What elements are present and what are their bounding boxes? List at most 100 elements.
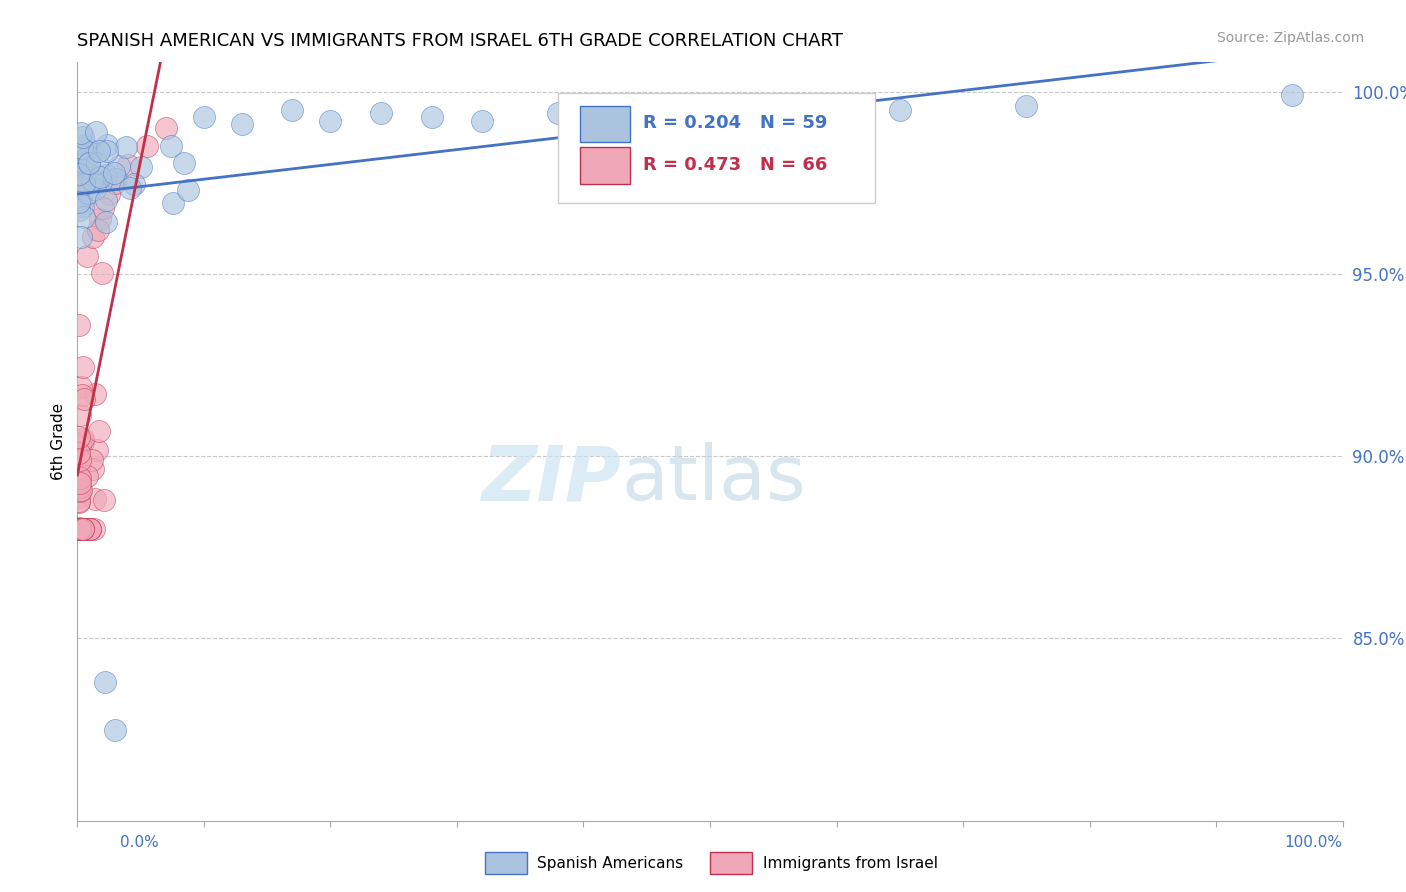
Point <box>86 443 108 458</box>
Point <box>73 522 96 536</box>
Point <box>69 452 91 467</box>
Point <box>67 474 90 488</box>
Point <box>67 494 90 508</box>
Point <box>117 157 139 171</box>
Point <box>72 186 94 201</box>
Point <box>77 156 100 170</box>
Point <box>83 522 105 536</box>
Point <box>69 522 91 536</box>
Point <box>84 182 107 196</box>
Point <box>67 461 90 475</box>
Point <box>69 475 91 490</box>
Point <box>69 126 91 140</box>
Point <box>69 522 91 536</box>
Point <box>96 215 118 229</box>
Point <box>73 156 96 170</box>
Text: Source: ZipAtlas.com: Source: ZipAtlas.com <box>1216 31 1364 45</box>
FancyBboxPatch shape <box>558 93 875 202</box>
Point <box>67 522 90 536</box>
Point <box>77 186 100 201</box>
Point <box>72 522 94 536</box>
Point <box>162 196 184 211</box>
Point <box>69 408 91 422</box>
Point <box>79 522 101 536</box>
Point <box>67 202 90 217</box>
Point <box>370 106 392 120</box>
Point <box>89 212 111 227</box>
Point <box>105 172 128 186</box>
Point <box>115 140 138 154</box>
Point <box>636 103 658 117</box>
Point <box>69 483 91 498</box>
Point <box>73 137 96 152</box>
Point <box>67 522 90 536</box>
Point <box>108 160 131 174</box>
Text: 0.0%: 0.0% <box>120 836 159 850</box>
Point <box>79 522 101 536</box>
Point <box>87 424 110 438</box>
Point <box>67 145 90 160</box>
Bar <box>579 105 630 142</box>
Text: atlas: atlas <box>621 442 806 516</box>
Point <box>67 470 90 484</box>
Text: Immigrants from Israel: Immigrants from Israel <box>763 856 938 871</box>
Point <box>77 522 100 536</box>
Point <box>94 675 117 690</box>
Point <box>90 175 112 189</box>
Point <box>79 522 101 536</box>
Point <box>67 195 90 210</box>
Point <box>122 177 145 191</box>
Point <box>160 139 183 153</box>
Text: Spanish Americans: Spanish Americans <box>537 856 683 871</box>
Text: SPANISH AMERICAN VS IMMIGRANTS FROM ISRAEL 6TH GRADE CORRELATION CHART: SPANISH AMERICAN VS IMMIGRANTS FROM ISRA… <box>77 32 844 50</box>
Point <box>86 223 108 237</box>
Point <box>67 494 90 508</box>
Point <box>319 113 342 128</box>
Point <box>79 522 101 536</box>
Point <box>98 186 120 201</box>
Point <box>69 438 91 452</box>
Point <box>96 138 118 153</box>
Point <box>80 172 103 186</box>
Point <box>76 165 98 179</box>
Point <box>87 144 110 158</box>
Point <box>193 110 215 124</box>
Point <box>70 194 93 208</box>
Point <box>889 103 911 117</box>
Point <box>136 139 159 153</box>
Point <box>91 201 114 215</box>
Point <box>76 469 98 483</box>
Point <box>73 210 96 224</box>
Point <box>96 144 118 158</box>
Point <box>73 522 96 536</box>
Point <box>177 183 200 197</box>
Point <box>70 388 93 402</box>
Y-axis label: 6th Grade: 6th Grade <box>51 403 66 480</box>
Text: R = 0.204   N = 59: R = 0.204 N = 59 <box>643 114 827 132</box>
Point <box>103 166 125 180</box>
Point <box>173 155 195 169</box>
Point <box>84 125 107 139</box>
Point <box>118 181 141 195</box>
Point <box>70 522 93 536</box>
Point <box>420 110 443 124</box>
Point <box>72 522 94 536</box>
Point <box>72 434 94 449</box>
Point <box>82 144 104 158</box>
Point <box>83 491 105 506</box>
Point <box>72 522 94 536</box>
Point <box>67 318 90 332</box>
Point <box>89 169 111 184</box>
Point <box>67 430 90 444</box>
Text: 100.0%: 100.0% <box>1285 836 1343 850</box>
Point <box>67 522 90 536</box>
Point <box>69 480 91 494</box>
Point <box>82 453 104 467</box>
Point <box>67 521 90 535</box>
Point <box>73 177 96 191</box>
Bar <box>579 147 630 184</box>
Point <box>69 167 91 181</box>
Point <box>73 392 96 406</box>
Point <box>72 160 94 174</box>
Point <box>96 168 118 182</box>
